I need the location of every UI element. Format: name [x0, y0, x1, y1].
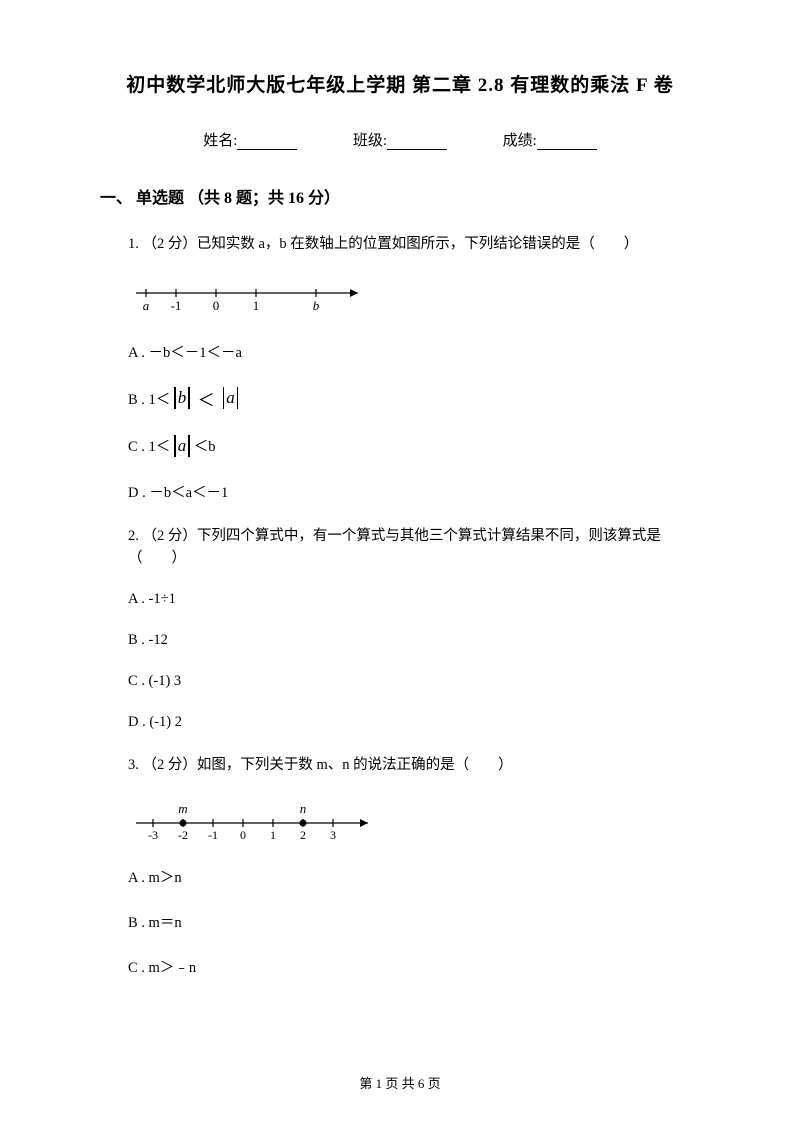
- svg-text:2: 2: [300, 828, 306, 842]
- class-blank: [387, 136, 447, 150]
- q1-a-label: a: [143, 298, 150, 313]
- q1-number-line: a -1 0 1 b: [128, 278, 700, 323]
- score-blank: [537, 136, 597, 150]
- svg-text:1: 1: [270, 828, 276, 842]
- svg-text:-2: -2: [178, 828, 188, 842]
- q3-option-b: B . m＝n: [100, 911, 700, 932]
- svg-text:0: 0: [240, 828, 246, 842]
- svg-text:1: 1: [253, 298, 260, 313]
- svg-text:b: b: [313, 298, 320, 313]
- q1-option-d: D . －b＜a＜－1: [100, 481, 700, 502]
- class-label: 班级:: [353, 129, 387, 150]
- q3-number-line: -3 -2 m -1 0 1 2 n 3: [128, 799, 700, 848]
- svg-text:0: 0: [213, 298, 220, 313]
- q3-option-c: C . m＞﹣n: [100, 956, 700, 977]
- svg-text:-3: -3: [148, 828, 158, 842]
- abs-a-expr-2: a: [174, 435, 190, 457]
- abs-a-expr: a: [223, 387, 239, 409]
- q1-option-a: A . －b＜－1＜－a: [100, 341, 700, 362]
- page-footer: 第 1 页 共 6 页: [0, 1073, 800, 1092]
- q2-option-b: B . -12: [100, 632, 700, 649]
- q1-option-b: B . 1＜ b ＜ a: [100, 386, 700, 411]
- q2-text: 2. （2 分）下列四个算式中，有一个算式与其他三个算式计算结果不同，则该算式是…: [100, 526, 700, 570]
- q1-option-c: C . 1＜ a ＜b: [100, 435, 700, 457]
- name-label: 姓名:: [203, 129, 237, 150]
- q1-text: 1. （2 分）已知实数 a，b 在数轴上的位置如图所示，下列结论错误的是（ ）: [100, 234, 700, 256]
- svg-text:-1: -1: [171, 298, 182, 313]
- svg-text:-1: -1: [208, 828, 218, 842]
- q1-optc-suffix: ＜b: [194, 435, 216, 456]
- q2-text-span: 2. （2 分）下列四个算式中，有一个算式与其他三个算式计算结果不同，则该算式是…: [128, 528, 661, 566]
- q2-option-d: D . (-1) 2: [100, 714, 700, 731]
- section-1-heading: 一、 单选题 （共 8 题；共 16 分）: [100, 184, 700, 208]
- page-title: 初中数学北师大版七年级上学期 第二章 2.8 有理数的乘法 F 卷: [100, 70, 700, 97]
- svg-text:m: m: [178, 801, 187, 816]
- score-label: 成绩:: [503, 129, 537, 150]
- name-blank: [237, 136, 297, 150]
- q3-text: 3. （2 分）如图，下列关于数 m、n 的说法正确的是（ ）: [100, 755, 700, 777]
- q3-option-a: A . m＞n: [100, 866, 700, 887]
- q1-optc-prefix: C . 1＜: [128, 435, 170, 456]
- lt-symbol: ＜: [194, 386, 219, 411]
- q2-option-a: A . -1÷1: [100, 591, 700, 608]
- student-info-line: 姓名: 班级: 成绩:: [100, 129, 700, 150]
- q1-optb-prefix: B . 1＜: [128, 388, 170, 409]
- q2-option-c: C . (-1) 3: [100, 673, 700, 690]
- abs-b-expr: b: [174, 387, 190, 409]
- svg-text:3: 3: [330, 828, 336, 842]
- svg-text:n: n: [300, 801, 307, 816]
